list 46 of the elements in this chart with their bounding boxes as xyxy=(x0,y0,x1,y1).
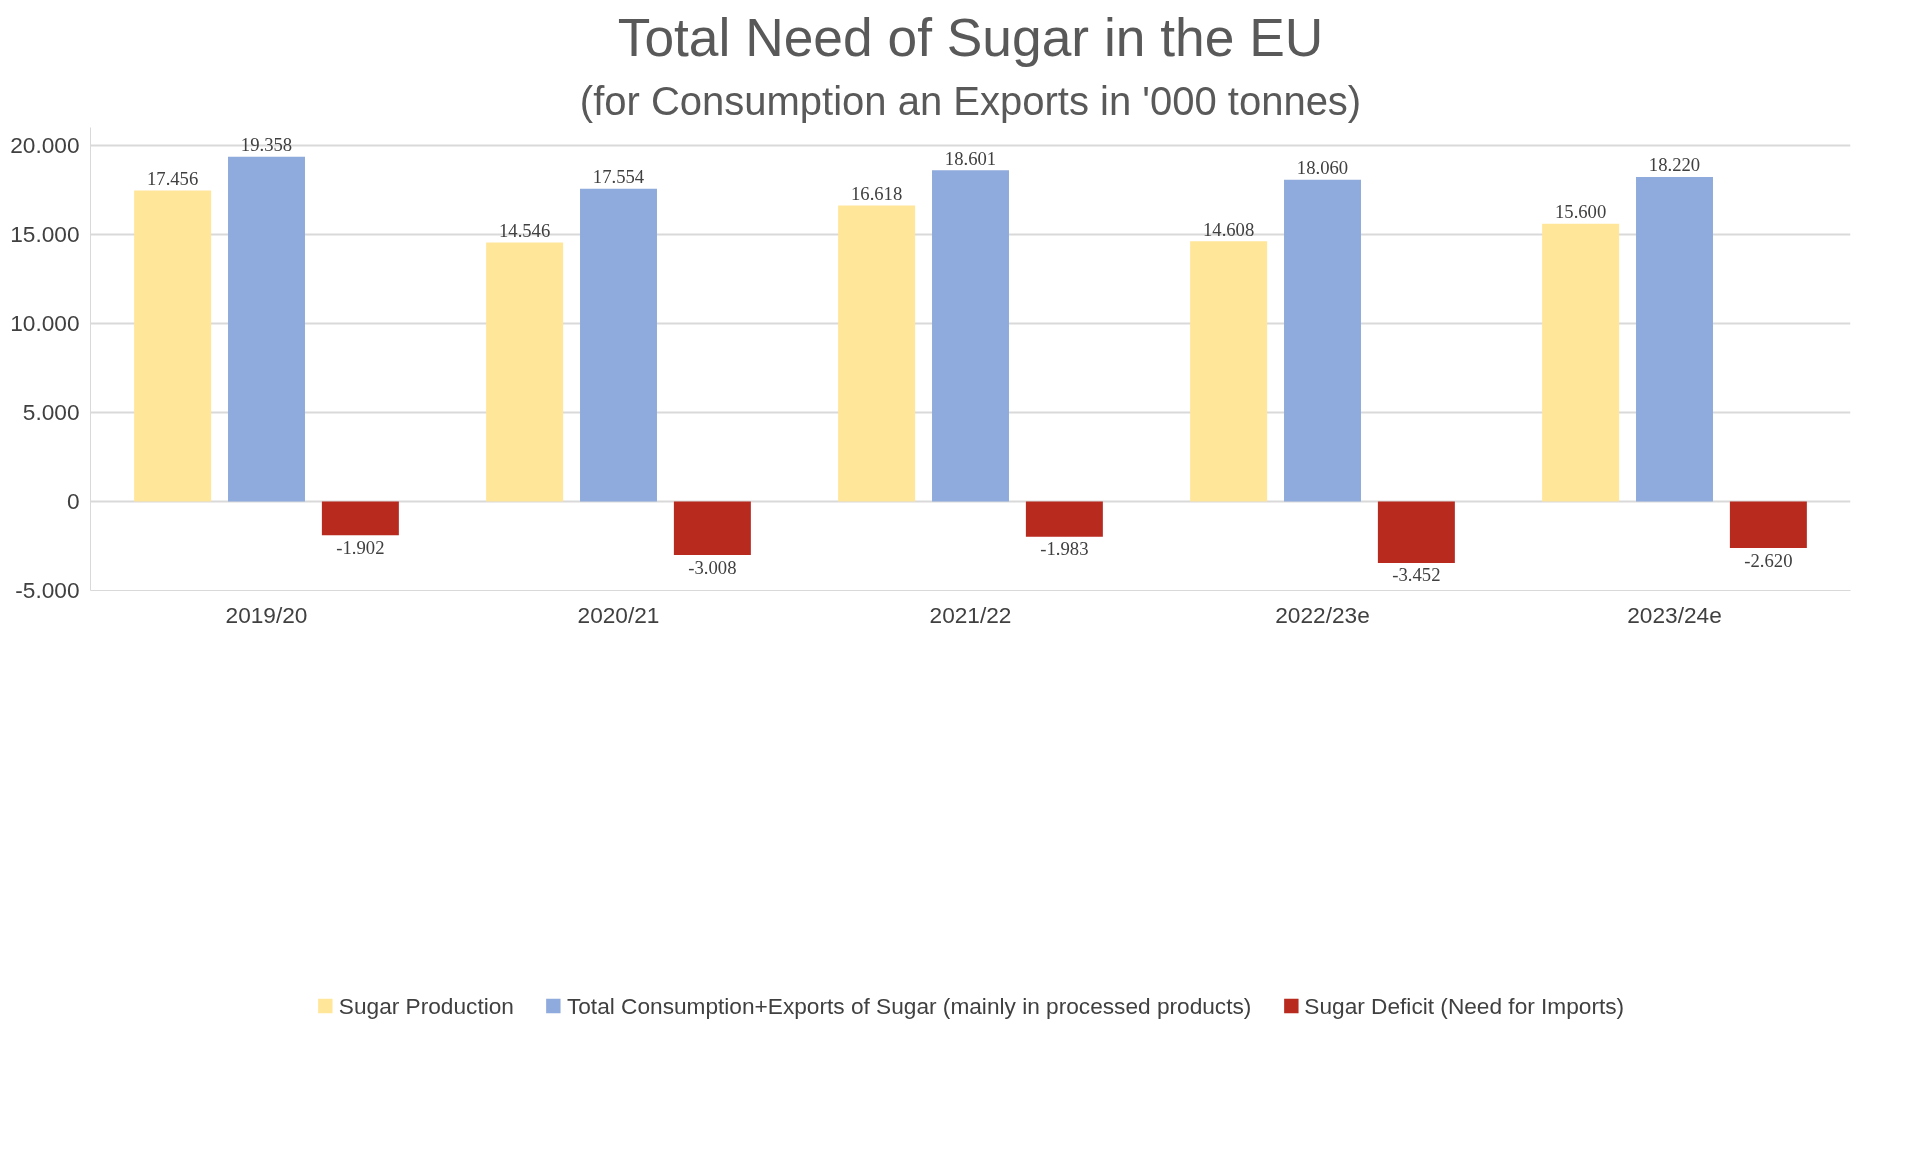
bar xyxy=(673,501,751,556)
data-label: 19.358 xyxy=(240,134,293,156)
data-label: -3.452 xyxy=(1392,564,1441,586)
bar xyxy=(1025,501,1103,537)
data-label: 14.608 xyxy=(1202,218,1255,240)
x-tick-label: 2021/22 xyxy=(929,601,1012,628)
x-tick-label: 2023/24e xyxy=(1627,601,1722,628)
bar xyxy=(321,501,399,536)
y-tick-label: 15.000 xyxy=(10,220,80,247)
legend-label: Sugar Deficit (Need for Imports) xyxy=(1304,992,1625,1020)
chart-title: Total Need of Sugar in the EU xyxy=(617,7,1324,67)
y-tick-label: 0 xyxy=(66,487,80,514)
bar xyxy=(134,190,212,502)
bar xyxy=(838,205,916,502)
data-label: 17.456 xyxy=(146,168,199,190)
y-tick-label: 5.000 xyxy=(22,398,80,425)
legend-label: Sugar Production xyxy=(338,992,514,1020)
bar xyxy=(1377,501,1455,563)
data-label: 14.546 xyxy=(498,219,551,241)
bar xyxy=(1729,501,1807,549)
data-label: -1.983 xyxy=(1040,538,1089,560)
data-label: -3.008 xyxy=(688,556,737,578)
bar xyxy=(932,170,1009,502)
data-label: -1.902 xyxy=(336,536,385,558)
bar xyxy=(486,242,564,502)
y-tick-label: 10.000 xyxy=(10,309,80,336)
chart-subtitle: (for Consumption an Exports in '000 tonnes) xyxy=(579,78,1362,123)
data-label: 18.601 xyxy=(944,147,997,169)
bar xyxy=(228,156,305,502)
x-tick-label: 2019/20 xyxy=(225,601,308,628)
data-label: 16.618 xyxy=(850,182,903,204)
y-tick-label: 20.000 xyxy=(10,131,80,158)
data-label: 17.554 xyxy=(592,166,645,188)
x-tick-label: 2020/21 xyxy=(577,601,660,628)
data-label: 15.600 xyxy=(1554,201,1607,223)
bar xyxy=(1636,177,1713,502)
bar xyxy=(580,188,657,502)
data-label: 18.060 xyxy=(1296,157,1349,179)
y-tick-label: -5.000 xyxy=(15,577,80,603)
bar xyxy=(1284,179,1361,502)
data-label: 18.220 xyxy=(1648,154,1701,176)
bar xyxy=(1542,223,1620,502)
bar xyxy=(1190,241,1268,502)
data-label: -2.620 xyxy=(1744,549,1793,571)
legend-label: Total Consumption+Exports of Sugar (mainly in processed products) xyxy=(566,992,1252,1020)
x-tick-label: 2022/23e xyxy=(1275,601,1370,628)
